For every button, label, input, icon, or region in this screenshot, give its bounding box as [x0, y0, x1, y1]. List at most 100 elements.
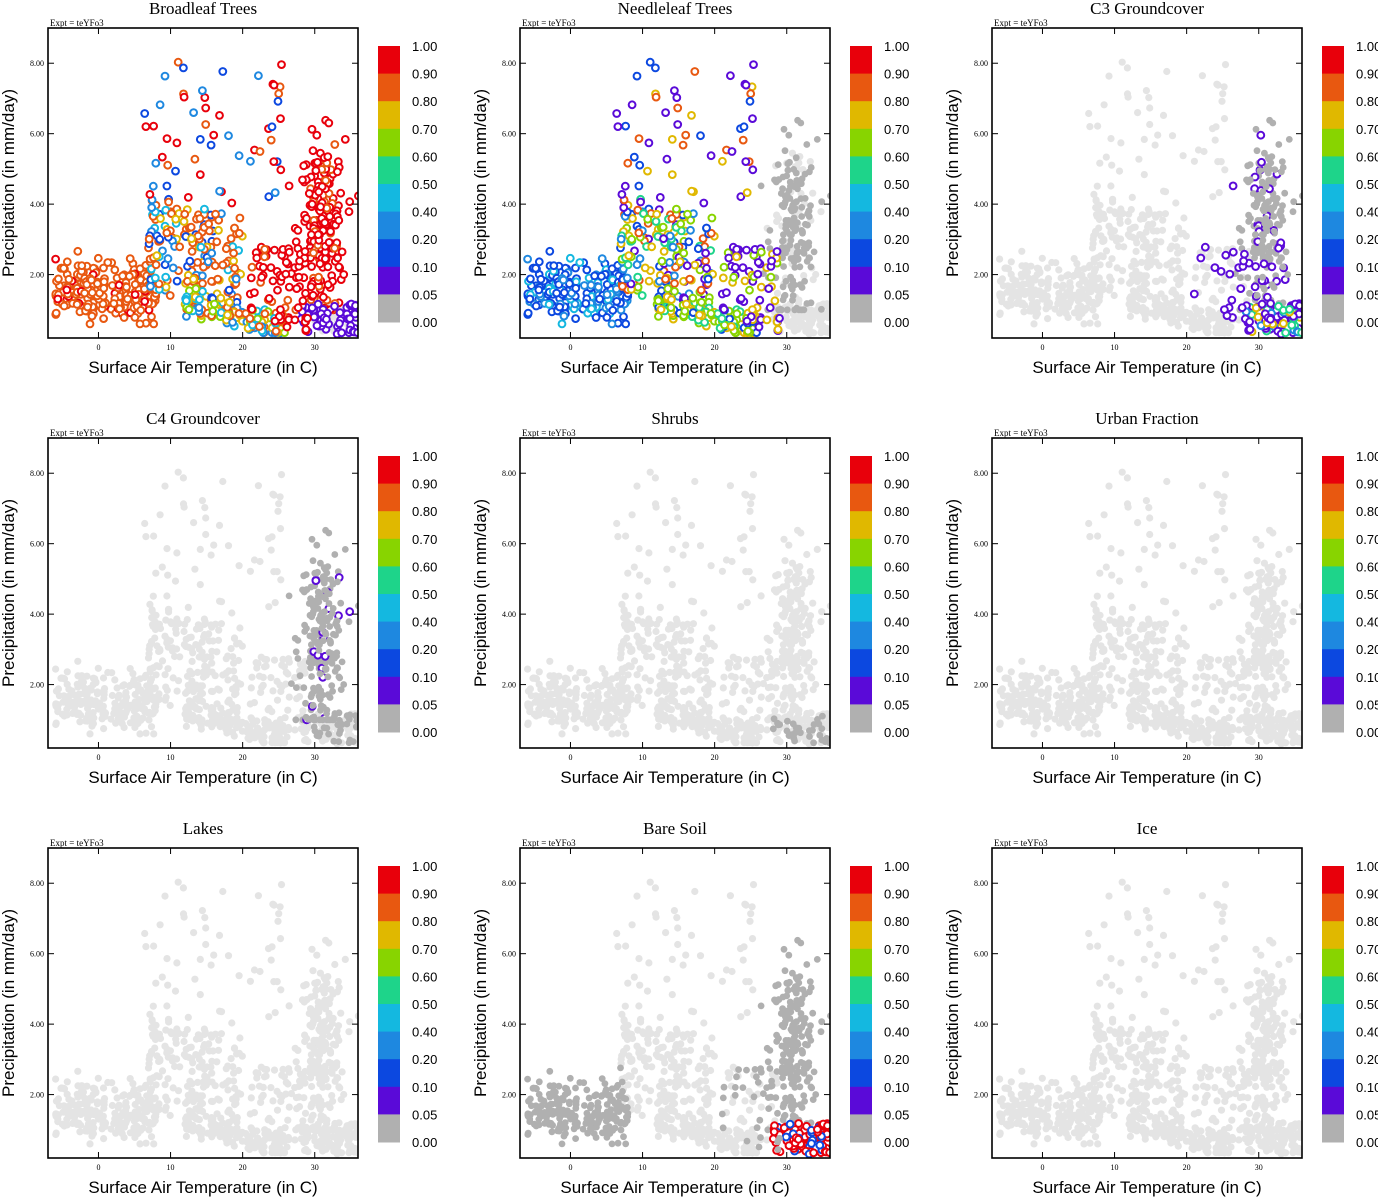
data-point	[173, 57, 183, 67]
data-point	[54, 685, 63, 693]
data-point	[806, 254, 813, 262]
data-point	[276, 525, 285, 533]
data-point	[654, 707, 662, 715]
data-point	[88, 722, 96, 730]
data-point	[719, 262, 729, 272]
data-point	[736, 294, 746, 303]
data-point	[1253, 291, 1261, 299]
data-point	[235, 213, 245, 223]
data-point	[216, 293, 226, 303]
data-point	[323, 569, 331, 577]
data-point	[656, 305, 666, 314]
data-point	[198, 271, 207, 281]
data-point	[644, 276, 654, 286]
data-point	[637, 291, 647, 300]
data-point	[781, 291, 789, 299]
data-point	[525, 294, 535, 304]
data-point	[689, 719, 697, 727]
data-point	[85, 319, 95, 329]
data-point	[687, 626, 695, 634]
data-point	[324, 673, 332, 681]
data-point	[702, 659, 710, 667]
data-point	[173, 549, 181, 557]
data-point	[774, 624, 783, 633]
x-tick-label: 0	[96, 753, 100, 762]
data-point	[155, 695, 163, 704]
data-point	[1106, 273, 1114, 281]
data-point	[1020, 308, 1028, 316]
data-point	[592, 723, 600, 732]
data-point	[307, 199, 317, 209]
data-point	[803, 550, 811, 559]
data-point	[742, 245, 751, 255]
data-point	[63, 696, 71, 704]
data-point	[799, 228, 806, 235]
data-point	[1199, 322, 1207, 331]
data-point	[786, 158, 793, 166]
data-point	[1175, 264, 1183, 272]
data-point	[669, 653, 677, 661]
data-point	[1176, 275, 1184, 283]
data-point	[1198, 315, 1206, 323]
data-point	[614, 729, 622, 737]
data-point	[647, 242, 657, 252]
expt-label: Expt = teYFo3	[50, 428, 104, 438]
data-point	[1203, 263, 1211, 271]
data-point	[1044, 278, 1052, 286]
data-point	[781, 557, 789, 565]
data-point	[1158, 226, 1167, 234]
data-point	[307, 230, 316, 240]
data-point	[1261, 149, 1268, 157]
data-point	[621, 592, 629, 600]
data-point	[1267, 262, 1277, 272]
data-point	[163, 160, 173, 170]
data-point	[179, 63, 188, 73]
data-point	[268, 533, 276, 541]
data-point	[1063, 272, 1071, 280]
data-point	[335, 673, 343, 681]
data-point	[52, 719, 60, 727]
data-point	[325, 212, 335, 221]
data-point	[782, 277, 790, 285]
data-point	[313, 157, 322, 167]
colorbar-swatch	[850, 73, 872, 102]
data-point	[1115, 167, 1124, 175]
data-point	[158, 657, 167, 665]
data-point	[548, 718, 556, 726]
colorbar-swatch	[378, 239, 400, 268]
data-point	[196, 624, 204, 633]
data-point	[93, 690, 101, 698]
data-point	[285, 592, 293, 600]
data-point	[1290, 198, 1298, 206]
colorbar-swatch	[850, 184, 872, 213]
data-point	[707, 562, 715, 570]
data-point	[1278, 158, 1286, 166]
data-point	[608, 305, 618, 315]
colorbar-swatch	[850, 266, 872, 295]
data-point	[308, 641, 315, 649]
data-point	[224, 542, 233, 550]
data-point	[282, 322, 292, 332]
data-point	[707, 639, 715, 647]
data-point	[1124, 217, 1132, 226]
data-point	[741, 80, 751, 90]
data-point	[643, 214, 653, 224]
data-point	[817, 208, 825, 216]
data-point	[292, 284, 302, 294]
data-point	[1116, 215, 1124, 223]
data-point	[609, 716, 617, 724]
data-point	[673, 120, 683, 129]
data-point	[1237, 274, 1244, 281]
data-point	[161, 272, 171, 282]
data-point	[330, 737, 338, 745]
data-point	[1295, 301, 1302, 311]
data-point	[1106, 206, 1114, 214]
data-point	[227, 198, 237, 208]
data-point	[334, 262, 344, 272]
colorbar-label: 1.00	[412, 39, 437, 54]
data-point	[558, 730, 566, 738]
data-point	[701, 248, 710, 258]
data-point	[764, 648, 772, 656]
data-point	[764, 238, 772, 246]
expt-label: Expt = teYFo3	[994, 18, 1048, 28]
